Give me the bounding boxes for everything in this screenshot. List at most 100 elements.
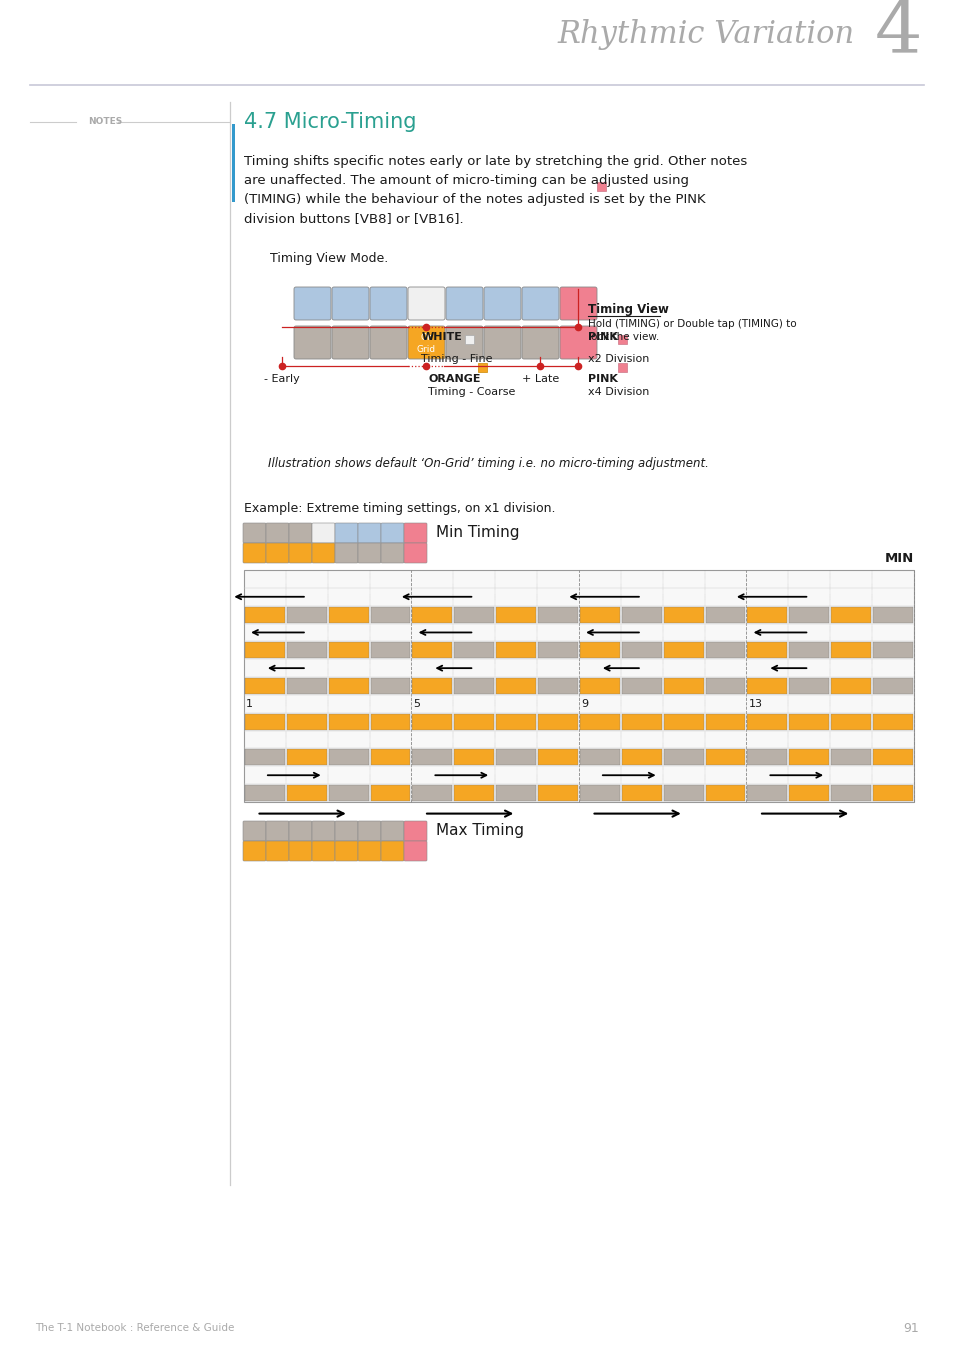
Bar <box>830 643 870 659</box>
Text: x4 Division: x4 Division <box>588 387 649 397</box>
Bar <box>830 606 870 622</box>
FancyBboxPatch shape <box>446 325 482 359</box>
Bar <box>496 643 536 659</box>
Bar <box>705 714 744 729</box>
Bar <box>705 749 744 765</box>
FancyBboxPatch shape <box>289 522 312 543</box>
Bar <box>496 749 536 765</box>
FancyBboxPatch shape <box>312 522 335 543</box>
FancyBboxPatch shape <box>332 288 369 320</box>
FancyBboxPatch shape <box>403 841 427 861</box>
Bar <box>621 678 661 694</box>
FancyBboxPatch shape <box>357 543 380 563</box>
Text: Timing View Mode.: Timing View Mode. <box>270 252 388 265</box>
FancyBboxPatch shape <box>266 543 289 563</box>
Text: WHITE: WHITE <box>421 332 462 342</box>
Text: - Early: - Early <box>264 374 299 383</box>
Text: Rhythmic Variation: Rhythmic Variation <box>558 19 854 50</box>
Text: Timing View: Timing View <box>588 302 669 316</box>
Bar <box>788 749 828 765</box>
Bar <box>872 606 912 622</box>
FancyBboxPatch shape <box>380 522 403 543</box>
Text: 4.7 Micro-Timing: 4.7 Micro-Timing <box>244 112 416 132</box>
Bar <box>830 678 870 694</box>
FancyBboxPatch shape <box>408 325 444 359</box>
Bar <box>370 606 410 622</box>
FancyBboxPatch shape <box>370 288 407 320</box>
FancyBboxPatch shape <box>243 543 266 563</box>
Bar <box>496 606 536 622</box>
Bar <box>747 786 786 801</box>
Bar <box>579 606 619 622</box>
Bar <box>454 749 494 765</box>
Bar <box>370 643 410 659</box>
Bar <box>232 124 234 202</box>
Bar <box>747 749 786 765</box>
Text: 4: 4 <box>874 0 921 68</box>
FancyBboxPatch shape <box>521 288 558 320</box>
FancyBboxPatch shape <box>370 325 407 359</box>
Bar <box>621 786 661 801</box>
Bar <box>287 749 327 765</box>
Bar <box>830 714 870 729</box>
Bar <box>329 678 368 694</box>
Text: Timing - Coarse: Timing - Coarse <box>428 387 516 397</box>
Bar <box>245 749 285 765</box>
Bar <box>537 749 578 765</box>
FancyBboxPatch shape <box>483 325 520 359</box>
Bar <box>579 643 619 659</box>
Bar <box>830 786 870 801</box>
Bar <box>788 786 828 801</box>
Text: Example: Extreme timing settings, on x1 division.: Example: Extreme timing settings, on x1 … <box>244 502 555 514</box>
Bar <box>747 606 786 622</box>
Bar <box>287 678 327 694</box>
Bar <box>788 606 828 622</box>
Bar <box>872 643 912 659</box>
Bar <box>245 606 285 622</box>
Bar <box>287 786 327 801</box>
Bar <box>621 606 661 622</box>
Bar <box>579 786 619 801</box>
Bar <box>579 678 619 694</box>
FancyBboxPatch shape <box>403 543 427 563</box>
Bar <box>245 714 285 729</box>
FancyBboxPatch shape <box>403 821 427 841</box>
Bar <box>872 786 912 801</box>
Bar <box>370 678 410 694</box>
FancyBboxPatch shape <box>335 543 357 563</box>
Bar <box>412 749 452 765</box>
FancyBboxPatch shape <box>357 821 380 841</box>
FancyBboxPatch shape <box>357 841 380 861</box>
Bar <box>412 678 452 694</box>
Bar <box>496 678 536 694</box>
Bar <box>244 570 913 802</box>
FancyBboxPatch shape <box>266 522 289 543</box>
FancyBboxPatch shape <box>312 841 335 861</box>
Bar <box>788 678 828 694</box>
Bar <box>454 786 494 801</box>
Bar <box>287 606 327 622</box>
Bar <box>329 643 368 659</box>
Text: Hold (TIMING) or Double tap (TIMING) to: Hold (TIMING) or Double tap (TIMING) to <box>588 319 797 329</box>
Text: are unaffected. The amount of micro-timing can be adjusted using: are unaffected. The amount of micro-timi… <box>244 174 688 188</box>
Bar <box>705 678 744 694</box>
Text: PINK: PINK <box>588 374 618 383</box>
FancyBboxPatch shape <box>243 821 266 841</box>
Bar <box>618 335 627 344</box>
Text: Min Timing: Min Timing <box>436 525 519 540</box>
FancyBboxPatch shape <box>266 841 289 861</box>
Bar <box>621 714 661 729</box>
Bar <box>705 786 744 801</box>
Text: ORANGE: ORANGE <box>428 374 480 383</box>
FancyBboxPatch shape <box>294 288 331 320</box>
Text: On: On <box>419 333 433 342</box>
Bar <box>663 749 703 765</box>
FancyBboxPatch shape <box>446 288 482 320</box>
FancyBboxPatch shape <box>289 821 312 841</box>
FancyBboxPatch shape <box>380 821 403 841</box>
FancyBboxPatch shape <box>559 325 597 359</box>
Bar <box>245 643 285 659</box>
FancyBboxPatch shape <box>357 522 380 543</box>
Bar <box>370 714 410 729</box>
FancyBboxPatch shape <box>243 522 266 543</box>
